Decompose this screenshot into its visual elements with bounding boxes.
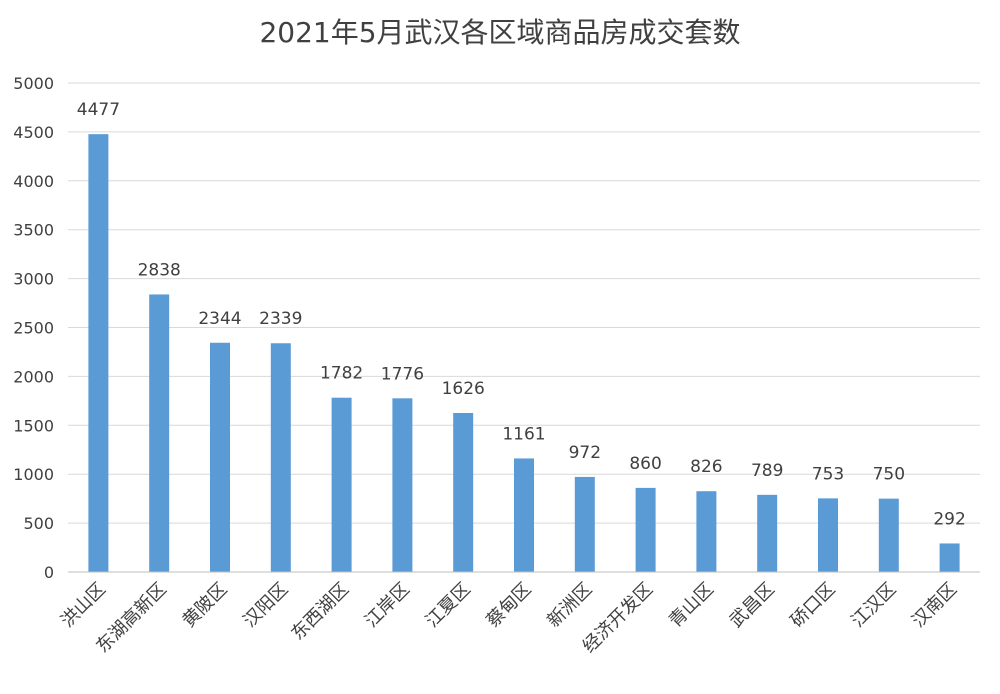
data-label: 789 bbox=[751, 461, 783, 481]
y-tick-label: 4000 bbox=[13, 172, 54, 191]
y-tick-label: 500 bbox=[23, 514, 54, 533]
data-label: 1626 bbox=[442, 379, 485, 399]
bar bbox=[818, 498, 838, 572]
data-label: 1782 bbox=[320, 364, 363, 384]
bar bbox=[574, 476, 595, 572]
bar bbox=[696, 491, 717, 572]
data-label: 972 bbox=[569, 443, 601, 463]
y-tick-label: 2500 bbox=[13, 319, 54, 338]
data-label: 753 bbox=[812, 464, 844, 484]
chart-title: 2021年5月武汉各区域商品房成交套数 bbox=[259, 16, 740, 49]
y-tick-label: 1500 bbox=[13, 416, 54, 435]
y-axis-ticks: 0 500 1000 1500 2000 2500 3000 3500 4000 4500 5000 bbox=[13, 74, 54, 582]
data-label: 292 bbox=[933, 509, 965, 529]
data-label: 1161 bbox=[502, 424, 545, 444]
data-label: 826 bbox=[690, 457, 722, 477]
data-label: 4477 bbox=[77, 100, 120, 120]
bar bbox=[210, 342, 230, 572]
data-label: 860 bbox=[629, 454, 661, 474]
y-tick-label: 5000 bbox=[13, 74, 54, 93]
data-labels: 4477 2838 2344 2339 1782 1776 1626 1161 972 860 82… bbox=[77, 100, 966, 529]
bar bbox=[939, 543, 960, 572]
gridlines bbox=[68, 82, 980, 524]
x-tick-label: 汉阳区 bbox=[239, 579, 292, 632]
y-tick-label: 0 bbox=[44, 563, 54, 582]
bar bbox=[149, 294, 170, 572]
data-label: 2838 bbox=[138, 260, 181, 280]
y-tick-label: 3000 bbox=[13, 270, 54, 289]
bar bbox=[453, 412, 474, 572]
x-tick-label: 江汉区 bbox=[847, 579, 900, 632]
bar bbox=[331, 397, 352, 572]
data-label: 2344 bbox=[198, 309, 241, 329]
bar bbox=[757, 494, 778, 572]
y-tick-label: 4500 bbox=[13, 123, 54, 142]
y-tick-label: 2000 bbox=[13, 367, 54, 386]
bar bbox=[88, 134, 109, 572]
x-tick-label: 青山区 bbox=[665, 579, 718, 632]
bar bbox=[878, 498, 899, 572]
x-tick-label: 黄陂区 bbox=[179, 579, 232, 632]
x-tick-label: 东西湖区 bbox=[287, 579, 353, 645]
y-tick-label: 1000 bbox=[13, 465, 54, 484]
y-tick-label: 3500 bbox=[13, 221, 54, 240]
bar bbox=[270, 343, 291, 572]
x-tick-label: 洪山区 bbox=[57, 579, 110, 632]
bar bbox=[514, 458, 534, 572]
x-tick-label: 蔡甸区 bbox=[483, 579, 536, 632]
x-tick-label: 武昌区 bbox=[726, 579, 779, 632]
data-label: 2339 bbox=[259, 309, 302, 329]
data-label: 750 bbox=[873, 465, 905, 485]
bar bbox=[392, 398, 413, 572]
x-tick-label: 新洲区 bbox=[543, 579, 596, 632]
x-tick-label: 江夏区 bbox=[422, 579, 475, 632]
bars bbox=[88, 134, 960, 572]
x-tick-label: 江岸区 bbox=[361, 579, 414, 632]
x-tick-label: 硚口区 bbox=[787, 579, 840, 632]
data-label: 1776 bbox=[381, 364, 424, 384]
x-tick-label: 汉南区 bbox=[908, 579, 961, 632]
bar bbox=[635, 487, 656, 572]
